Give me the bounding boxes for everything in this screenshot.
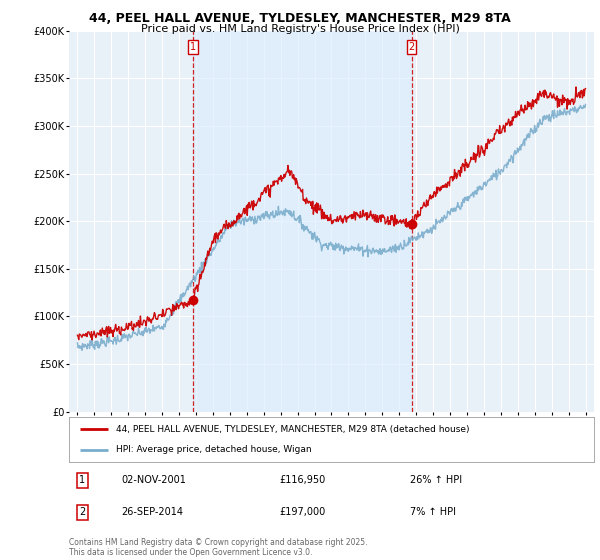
Text: Contains HM Land Registry data © Crown copyright and database right 2025.
This d: Contains HM Land Registry data © Crown c…: [69, 538, 367, 557]
Text: 2: 2: [409, 42, 415, 52]
Text: Price paid vs. HM Land Registry's House Price Index (HPI): Price paid vs. HM Land Registry's House …: [140, 24, 460, 34]
Text: £197,000: £197,000: [279, 507, 325, 517]
Text: 44, PEEL HALL AVENUE, TYLDESLEY, MANCHESTER, M29 8TA (detached house): 44, PEEL HALL AVENUE, TYLDESLEY, MANCHES…: [116, 425, 470, 434]
Text: £116,950: £116,950: [279, 475, 325, 485]
Text: 2: 2: [79, 507, 85, 517]
Text: 26% ↑ HPI: 26% ↑ HPI: [410, 475, 463, 485]
Text: 1: 1: [79, 475, 85, 485]
Text: 7% ↑ HPI: 7% ↑ HPI: [410, 507, 456, 517]
Text: 02-NOV-2001: 02-NOV-2001: [121, 475, 187, 485]
Text: 1: 1: [190, 42, 196, 52]
Text: 26-SEP-2014: 26-SEP-2014: [121, 507, 184, 517]
Text: HPI: Average price, detached house, Wigan: HPI: Average price, detached house, Wiga…: [116, 445, 312, 454]
Bar: [193, 31, 412, 412]
Text: 44, PEEL HALL AVENUE, TYLDESLEY, MANCHESTER, M29 8TA: 44, PEEL HALL AVENUE, TYLDESLEY, MANCHES…: [89, 12, 511, 25]
